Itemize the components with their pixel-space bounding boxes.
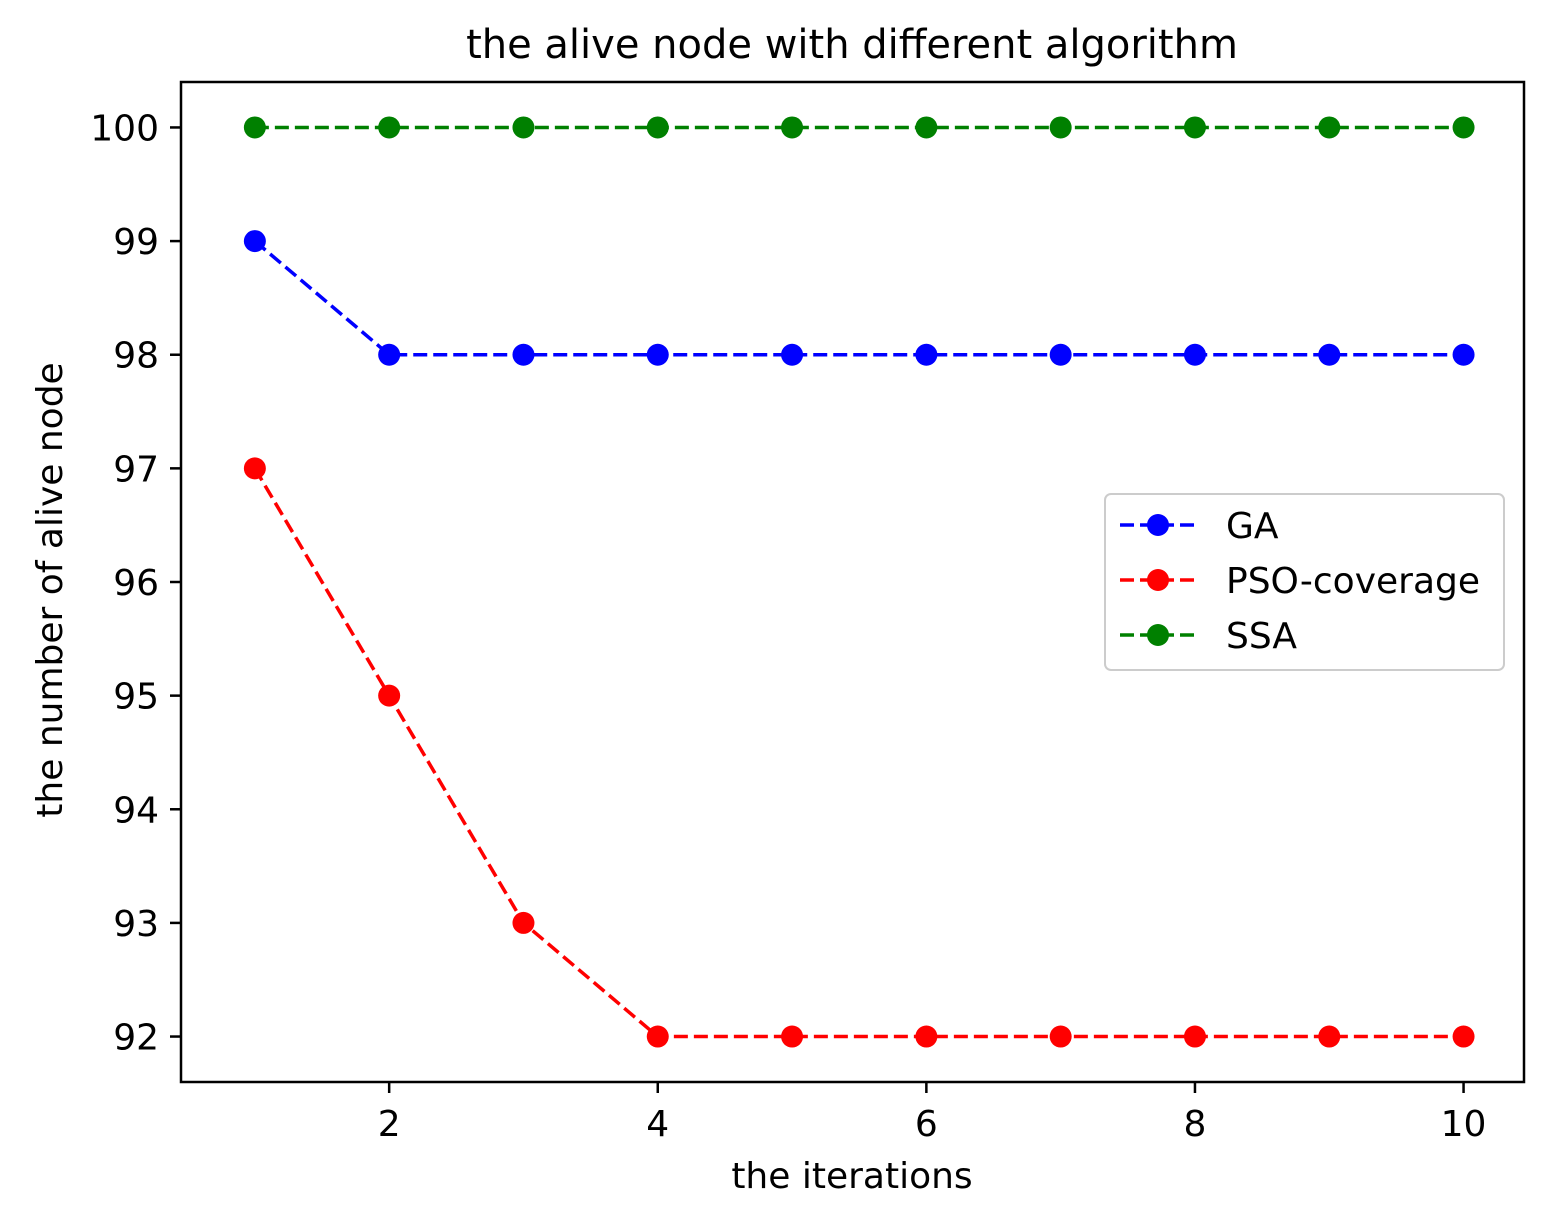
legend: GA PSO-coverage SSA bbox=[1104, 493, 1505, 671]
y-tick-label: 96 bbox=[113, 563, 159, 604]
data-point-pso-coverage bbox=[243, 457, 266, 480]
data-point-pso-coverage bbox=[781, 1025, 804, 1048]
data-point-pso-coverage bbox=[1318, 1025, 1341, 1048]
x-tick-label: 6 bbox=[915, 1104, 938, 1145]
x-tick-label: 4 bbox=[646, 1104, 669, 1145]
series-line-pso-coverage bbox=[253, 467, 1464, 1039]
y-axis-label: the number of alive node bbox=[30, 362, 71, 817]
data-point-pso-coverage bbox=[1183, 1025, 1206, 1048]
x-tick-label: 10 bbox=[1441, 1104, 1487, 1145]
data-point-ssa bbox=[1049, 116, 1072, 139]
y-tick-label: 92 bbox=[113, 1018, 159, 1059]
legend-marker-ga bbox=[1147, 514, 1169, 536]
data-point-ga bbox=[243, 230, 266, 253]
data-point-ga bbox=[378, 343, 401, 366]
data-point-pso-coverage bbox=[1452, 1025, 1475, 1048]
x-tick-label: 2 bbox=[378, 1104, 401, 1145]
y-tick-label: 94 bbox=[113, 790, 159, 831]
data-point-ga bbox=[1183, 343, 1206, 366]
legend-label-ssa: SSA bbox=[1226, 616, 1297, 657]
legend-marker-pso-coverage bbox=[1147, 569, 1169, 591]
data-point-pso-coverage bbox=[378, 684, 401, 707]
plot-area bbox=[243, 116, 1475, 1048]
y-tick-label: 99 bbox=[113, 222, 159, 263]
y-tick-label: 100 bbox=[90, 108, 159, 149]
data-point-ssa bbox=[1452, 116, 1475, 139]
data-point-ga bbox=[1049, 343, 1072, 366]
chart-title: the alive node with different algorithm bbox=[466, 22, 1238, 68]
y-tick-label: 97 bbox=[113, 449, 159, 490]
y-tick-label: 98 bbox=[113, 336, 159, 377]
data-point-ssa bbox=[1183, 116, 1206, 139]
data-point-ssa bbox=[378, 116, 401, 139]
data-point-ssa bbox=[915, 116, 938, 139]
legend-box bbox=[1104, 493, 1505, 671]
data-point-ga bbox=[1452, 343, 1475, 366]
data-point-pso-coverage bbox=[512, 911, 535, 934]
y-tick-label: 93 bbox=[113, 904, 159, 945]
data-point-ga bbox=[915, 343, 938, 366]
data-point-ga bbox=[512, 343, 535, 366]
x-axis-label: the iterations bbox=[731, 1156, 972, 1197]
data-point-ssa bbox=[512, 116, 535, 139]
y-tick-label: 95 bbox=[113, 677, 159, 718]
data-point-pso-coverage bbox=[646, 1025, 669, 1048]
legend-marker-ssa bbox=[1147, 624, 1169, 646]
data-point-pso-coverage bbox=[915, 1025, 938, 1048]
data-point-ga bbox=[1318, 343, 1341, 366]
data-point-ssa bbox=[781, 116, 804, 139]
data-point-ssa bbox=[1318, 116, 1341, 139]
data-point-ga bbox=[781, 343, 804, 366]
legend-label-ga: GA bbox=[1226, 506, 1279, 547]
data-point-ssa bbox=[646, 116, 669, 139]
series-line-ga bbox=[253, 239, 1464, 357]
data-point-ssa bbox=[243, 116, 266, 139]
data-point-pso-coverage bbox=[1049, 1025, 1072, 1048]
data-point-ga bbox=[646, 343, 669, 366]
legend-label-pso-coverage: PSO-coverage bbox=[1226, 561, 1480, 602]
x-tick-label: 8 bbox=[1184, 1104, 1207, 1145]
